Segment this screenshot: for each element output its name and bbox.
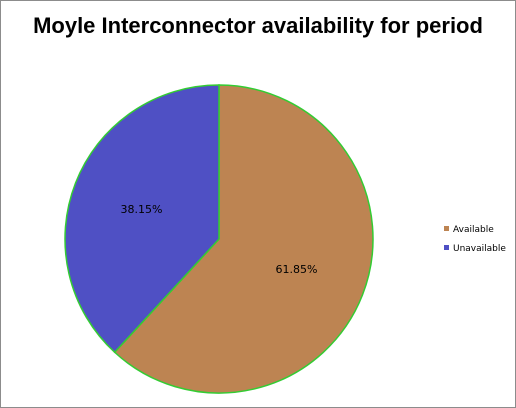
legend-label-available: Available xyxy=(453,225,494,235)
pie-value-labels: 61.85% 38.15% xyxy=(121,203,318,276)
pie-slices xyxy=(64,84,374,394)
pie-slice-available xyxy=(113,84,374,394)
chart-legend: Available Unavailable xyxy=(444,225,506,254)
value-label-unavailable: 38.15% xyxy=(121,203,163,216)
legend-swatch-unavailable xyxy=(444,245,449,250)
chart-title: Moyle Interconnector availability for pe… xyxy=(33,13,483,38)
legend-label-unavailable: Unavailable xyxy=(453,244,506,254)
value-label-available: 61.85% xyxy=(275,263,317,276)
legend-swatch-available xyxy=(444,226,449,231)
pie-slice-unavailable xyxy=(64,84,220,354)
